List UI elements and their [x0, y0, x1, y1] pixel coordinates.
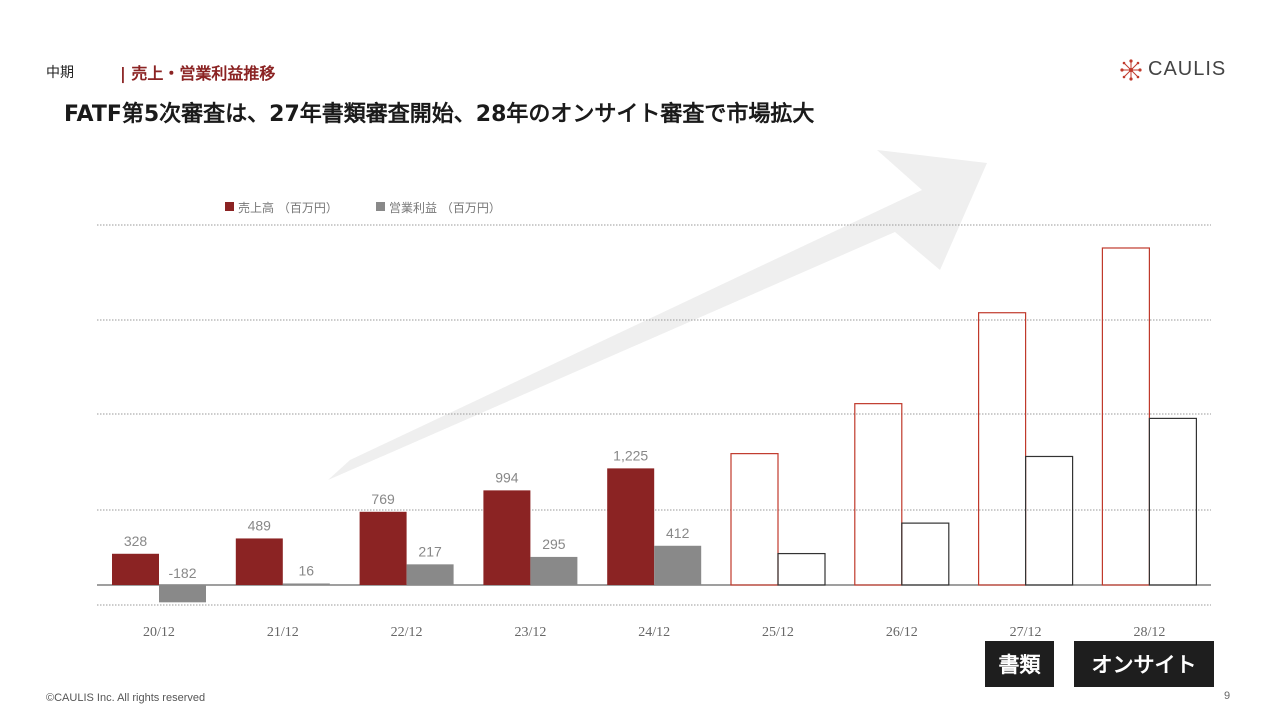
- bar-profit-20-12: [159, 585, 206, 603]
- tag-document-review: 書類: [985, 641, 1054, 687]
- bar-revenue-23-12: [483, 490, 531, 585]
- bar-revenue-27-12: [977, 312, 1027, 586]
- bar-revenue-22-12: [359, 511, 407, 585]
- bar-profit-23-12: [530, 556, 578, 585]
- bar-revenue-21-12: [235, 538, 283, 585]
- logo-text: CAULIS: [1148, 58, 1227, 80]
- x-tick-label: 22/12: [391, 625, 423, 640]
- data-label-revenue-21-12: 489: [248, 517, 272, 533]
- x-tick-label: 21/12: [267, 625, 299, 640]
- section-title: | 売上・営業利益推移: [120, 64, 276, 83]
- x-tick-label: 23/12: [514, 625, 546, 640]
- page-headline: FATF第5次審査は、27年書類審査開始、28年のオンサイト審査で市場拡大: [64, 102, 815, 127]
- x-tick-label: 28/12: [1133, 625, 1165, 640]
- bar-profit-21-12: [282, 583, 330, 585]
- data-label-profit-20-12: -182: [168, 565, 196, 581]
- bar-profit-26-12: [901, 522, 950, 586]
- bar-profit-24-12: [654, 545, 702, 585]
- bar-revenue-20-12: [112, 553, 159, 585]
- legend-swatch-revenue: [225, 202, 234, 211]
- trend-arrow: [328, 150, 987, 480]
- data-label-profit-23-12: 295: [542, 536, 566, 552]
- data-label-revenue-24-12: 1,225: [613, 447, 648, 463]
- network-star-icon: [1120, 58, 1142, 81]
- data-label-revenue-22-12: 769: [371, 491, 395, 507]
- data-label-revenue-20-12: 328: [124, 533, 148, 549]
- data-label-revenue-23-12: 994: [495, 469, 519, 485]
- bar-profit-22-12: [406, 564, 454, 585]
- page-number: 9: [1224, 690, 1231, 702]
- x-tick-label: 25/12: [762, 625, 794, 640]
- section-label: 中期: [46, 65, 74, 81]
- x-tick-label: 20/12: [143, 625, 175, 640]
- legend-label-profit: 営業利益 （百万円）: [389, 201, 501, 215]
- legend-swatch-profit: [376, 202, 385, 211]
- data-label-profit-21-12: 16: [299, 562, 315, 578]
- x-tick-label: 26/12: [886, 625, 918, 640]
- tag-onsite-review: オンサイト: [1074, 641, 1214, 687]
- bar-profit-28-12: [1148, 417, 1198, 586]
- legend-label-revenue: 売上高 （百万円）: [238, 200, 338, 215]
- x-tick-label: 27/12: [1010, 625, 1042, 640]
- x-tick-label: 24/12: [638, 625, 670, 640]
- bar-revenue-24-12: [607, 468, 655, 585]
- bar-profit-25-12: [777, 552, 826, 586]
- copyright: ©CAULIS Inc. All rights reserved: [46, 692, 206, 704]
- data-label-profit-24-12: 412: [666, 525, 690, 541]
- logo: CAULIS: [1120, 58, 1226, 81]
- bar-profit-27-12: [1024, 455, 1074, 586]
- bar-revenue-28-12: [1101, 247, 1151, 586]
- bar-revenue-26-12: [854, 403, 903, 586]
- data-label-profit-22-12: 217: [418, 543, 442, 559]
- bar-revenue-25-12: [730, 453, 779, 586]
